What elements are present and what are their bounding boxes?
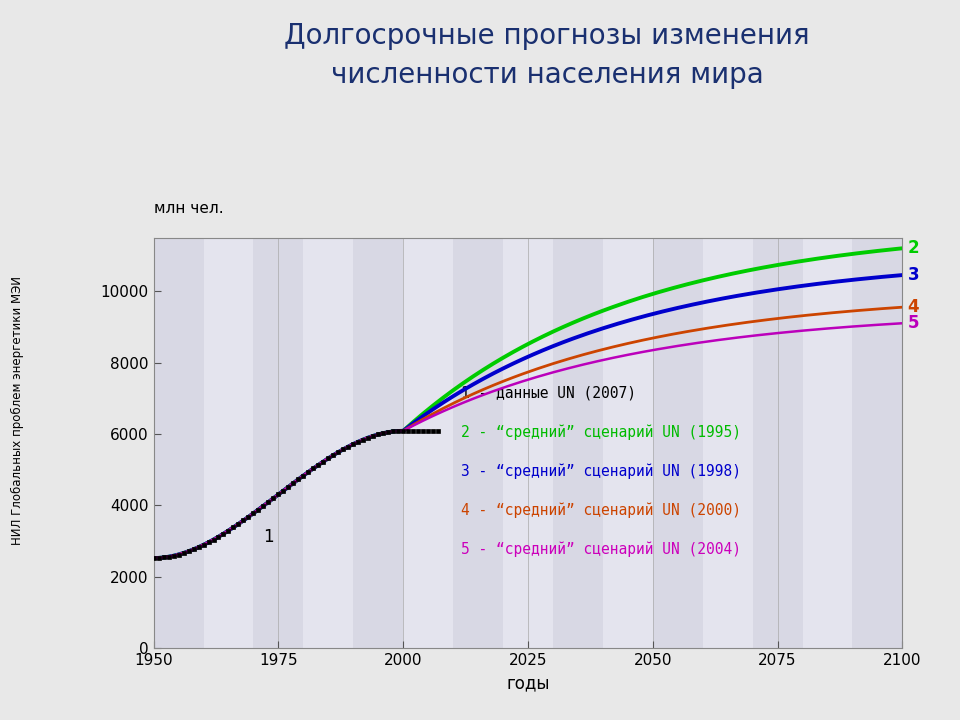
Bar: [902, 238, 952, 648]
Bar: [204, 238, 253, 648]
Text: 2: 2: [907, 239, 919, 257]
Bar: [303, 238, 353, 648]
Bar: [154, 238, 204, 648]
Text: 4 - “средний” сценарий UN (2000): 4 - “средний” сценарий UN (2000): [461, 503, 740, 518]
Text: 3 - “средний” сценарий UN (1998): 3 - “средний” сценарий UN (1998): [461, 464, 740, 479]
Bar: [852, 238, 902, 648]
Bar: [803, 238, 852, 648]
Bar: [553, 238, 603, 648]
Text: 3: 3: [907, 266, 919, 284]
X-axis label: годы: годы: [506, 675, 550, 693]
Text: 1: 1: [263, 528, 274, 546]
Text: 1 - данные UN (2007): 1 - данные UN (2007): [461, 385, 636, 400]
Bar: [403, 238, 453, 648]
Text: 2 - “средний” сценарий UN (1995): 2 - “средний” сценарий UN (1995): [461, 424, 740, 440]
Text: Долгосрочные прогнозы изменения
численности населения мира: Долгосрочные прогнозы изменения численно…: [284, 22, 810, 89]
Text: 5: 5: [907, 314, 919, 332]
Text: 4: 4: [907, 298, 919, 316]
Bar: [253, 238, 303, 648]
Bar: [503, 238, 553, 648]
Bar: [603, 238, 653, 648]
Text: млн чел.: млн чел.: [154, 201, 224, 216]
Bar: [753, 238, 803, 648]
Bar: [353, 238, 403, 648]
Text: НИЛ Глобальных проблем энергетики МЭИ: НИЛ Глобальных проблем энергетики МЭИ: [11, 276, 24, 545]
Bar: [453, 238, 503, 648]
Bar: [653, 238, 703, 648]
Bar: [703, 238, 753, 648]
Text: 5 - “средний” сценарий UN (2004): 5 - “средний” сценарий UN (2004): [461, 541, 740, 557]
